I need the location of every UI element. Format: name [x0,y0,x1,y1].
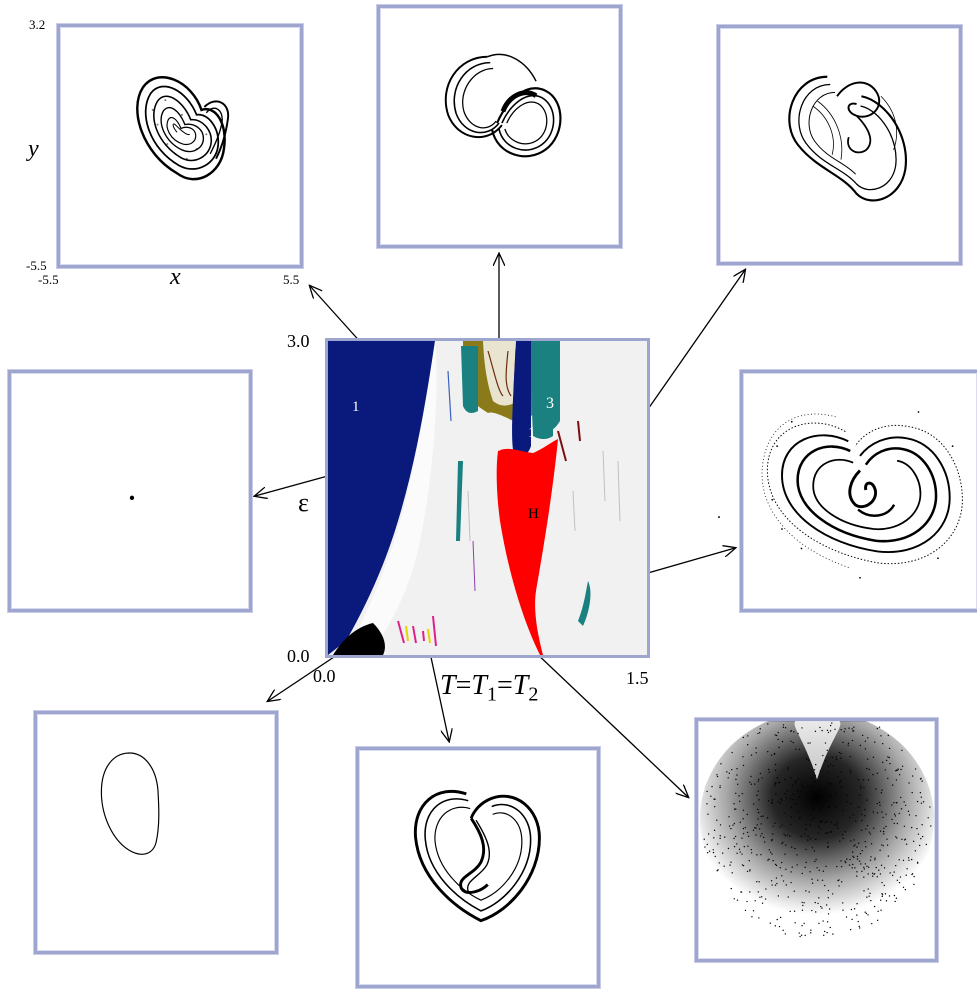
main-x-right-label: 1.5 [626,668,649,688]
attractor-panel-bottom-right [695,718,938,962]
bifurcation-diagram-plot [328,341,647,655]
x-label-sub2: 2 [528,683,539,706]
attractor-chaotic-heart-scattered [761,411,963,579]
attractor-folded-heart [414,789,541,923]
main-x-left-label: 0.0 [313,666,336,686]
region-label-left-blue: 1 [352,399,360,415]
attractor-fixed-point [129,495,135,500]
x-label-sub1: 1 [486,683,497,706]
attractor-panel-top-right [717,25,962,265]
attractor-panel-bottom-center [356,747,600,988]
inset-x-min-label: -5.5 [38,272,59,287]
region-teal-left [461,346,478,414]
region-teal-main [529,341,553,440]
main-x-axis-label: T=T1=T2 [440,670,538,707]
attractor-chaotic-heart-dense [136,76,230,181]
x-label-t1: T [471,670,487,701]
attractor-panel-top-left [57,24,303,268]
region-center-blue [512,341,531,457]
attractor-chaotic-swirl [788,75,908,202]
region-black-corner [333,623,385,655]
attractor-folded-band [444,53,562,158]
inset-x-max-label: 5.5 [283,272,300,287]
x-label-t: T [440,670,456,701]
attractor-panel-top-center [377,5,622,248]
attractor-panel-bottom-left [34,711,278,954]
attractor-panel-mid-left [8,370,252,612]
region-left-blue [328,341,435,655]
attractor-limit-cycle [100,752,160,855]
inset-x-axis-label: x [170,264,181,290]
inset-y-max-label: 3.2 [29,17,46,32]
x-label-t2: T [512,670,529,701]
attractor-panel-mid-right [740,370,977,612]
region-label-teal: 3 [546,395,554,412]
inset-y-axis-label: y [28,136,39,162]
main-y-top-label: 3.0 [287,331,310,351]
main-y-bottom-label: 0.0 [287,646,310,666]
attractor-dense-cloud [699,721,934,938]
region-label-center-blue: 1 [528,425,536,441]
region-label-red: H [528,506,539,522]
x-label-equals-2: = [496,670,513,701]
bifurcation-diagram: 1 3 1 H [325,338,650,658]
stray-dot: . [717,505,721,522]
region-red [496,439,558,655]
x-label-equals: = [455,670,472,701]
main-y-axis-label: ε [298,488,309,517]
inset-y-min-label: -5.5 [26,258,47,273]
